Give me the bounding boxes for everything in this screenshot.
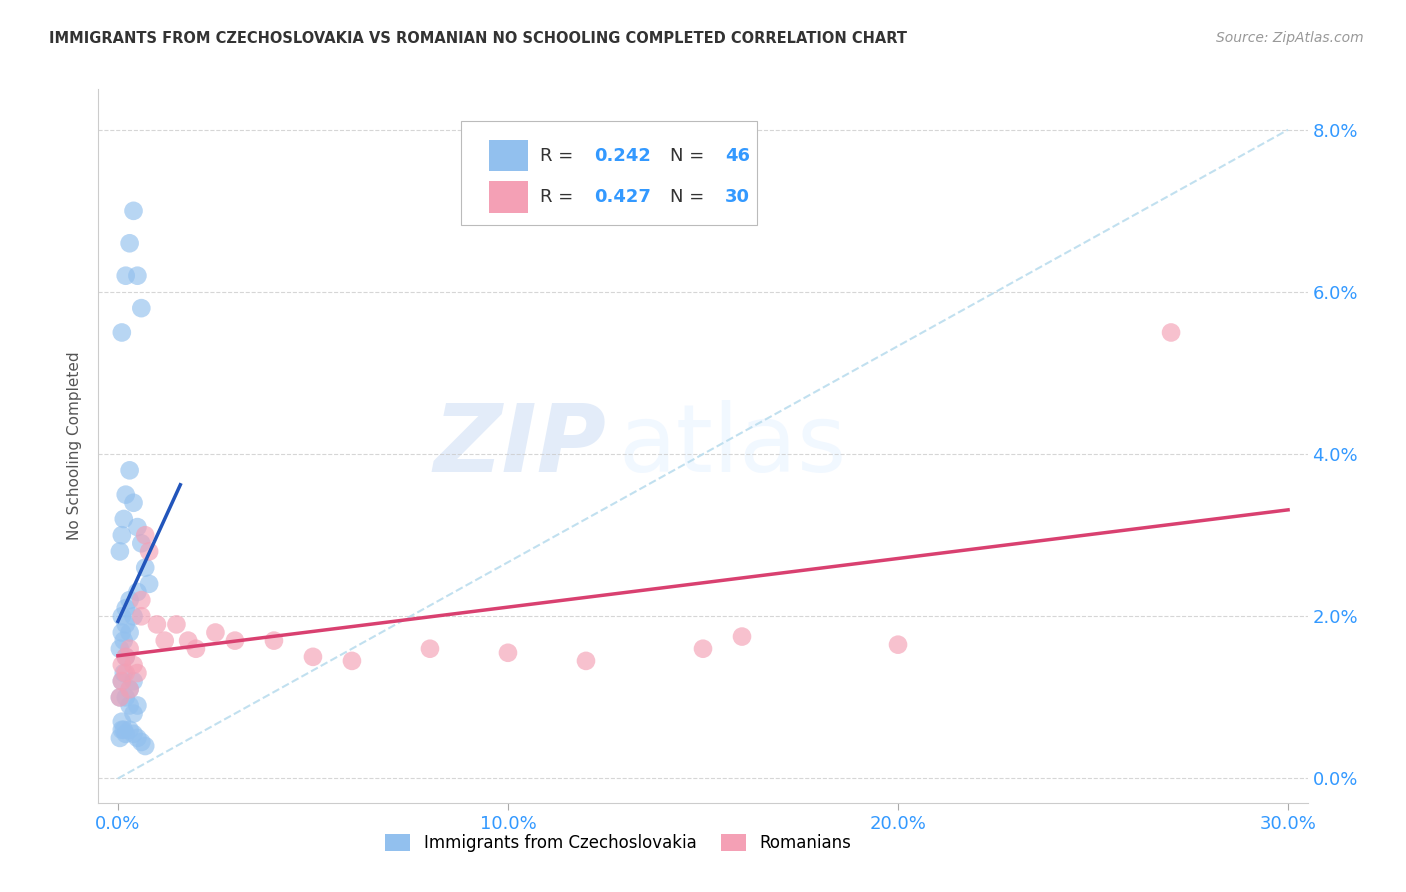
Point <box>112 723 135 737</box>
Point <box>108 641 131 656</box>
Point <box>146 617 169 632</box>
Point <box>108 690 131 705</box>
Point <box>153 633 176 648</box>
Point <box>496 646 519 660</box>
Text: 30: 30 <box>724 188 749 206</box>
Point <box>111 625 134 640</box>
Point <box>731 630 754 644</box>
Point <box>108 690 131 705</box>
Text: R =: R = <box>540 146 579 165</box>
Point <box>118 641 141 656</box>
Text: atlas: atlas <box>619 400 846 492</box>
Point <box>114 617 136 632</box>
Point <box>112 512 135 526</box>
Point <box>118 625 141 640</box>
Point <box>114 727 136 741</box>
Point <box>1160 326 1182 340</box>
Point <box>131 301 153 315</box>
Legend: Immigrants from Czechoslovakia, Romanians: Immigrants from Czechoslovakia, Romanian… <box>378 827 858 859</box>
Point <box>111 723 134 737</box>
Point <box>127 520 149 534</box>
Point <box>111 674 134 689</box>
Point <box>692 641 714 656</box>
Point <box>127 731 149 745</box>
Point <box>114 268 136 283</box>
Point <box>118 463 141 477</box>
Point <box>134 739 156 753</box>
Text: Source: ZipAtlas.com: Source: ZipAtlas.com <box>1216 31 1364 45</box>
Point <box>111 609 134 624</box>
Point <box>122 706 145 721</box>
Text: 0.242: 0.242 <box>595 146 651 165</box>
Point <box>111 657 134 672</box>
Point <box>263 633 285 648</box>
Point <box>114 666 136 681</box>
Point <box>165 617 187 632</box>
Point <box>887 638 910 652</box>
Point <box>138 577 160 591</box>
Point <box>118 593 141 607</box>
Point <box>138 544 160 558</box>
Point <box>131 593 153 607</box>
Point <box>419 641 441 656</box>
FancyBboxPatch shape <box>489 140 527 171</box>
Point <box>134 560 156 574</box>
Text: N =: N = <box>671 188 710 206</box>
Point <box>114 690 136 705</box>
Point <box>127 268 149 283</box>
Point <box>122 657 145 672</box>
Point <box>114 601 136 615</box>
Text: ZIP: ZIP <box>433 400 606 492</box>
Point <box>111 714 134 729</box>
Point <box>127 585 149 599</box>
Point <box>118 682 141 697</box>
Text: N =: N = <box>671 146 710 165</box>
Point <box>118 682 141 697</box>
Point <box>127 666 149 681</box>
Point <box>204 625 226 640</box>
Text: 46: 46 <box>724 146 749 165</box>
Point <box>122 609 145 624</box>
Point <box>114 649 136 664</box>
Point <box>224 633 246 648</box>
Text: 0.427: 0.427 <box>595 188 651 206</box>
Point <box>112 666 135 681</box>
Point <box>118 698 141 713</box>
Text: R =: R = <box>540 188 579 206</box>
Point <box>134 528 156 542</box>
Point <box>184 641 207 656</box>
Point <box>111 674 134 689</box>
Point <box>127 698 149 713</box>
Point <box>131 609 153 624</box>
Point <box>122 727 145 741</box>
Point <box>114 649 136 664</box>
Point <box>122 674 145 689</box>
Text: IMMIGRANTS FROM CZECHOSLOVAKIA VS ROMANIAN NO SCHOOLING COMPLETED CORRELATION CH: IMMIGRANTS FROM CZECHOSLOVAKIA VS ROMANI… <box>49 31 907 46</box>
Point <box>122 203 145 218</box>
FancyBboxPatch shape <box>461 121 758 225</box>
Point <box>340 654 363 668</box>
Point <box>302 649 325 664</box>
Point <box>131 735 153 749</box>
Point <box>111 326 134 340</box>
Point <box>575 654 598 668</box>
Point <box>114 488 136 502</box>
Point <box>122 496 145 510</box>
Point <box>118 236 141 251</box>
Point <box>111 528 134 542</box>
Point <box>108 731 131 745</box>
Y-axis label: No Schooling Completed: No Schooling Completed <box>67 351 83 541</box>
FancyBboxPatch shape <box>489 181 527 213</box>
Point <box>177 633 200 648</box>
Point <box>112 633 135 648</box>
Point <box>131 536 153 550</box>
Point <box>108 544 131 558</box>
Point <box>118 723 141 737</box>
